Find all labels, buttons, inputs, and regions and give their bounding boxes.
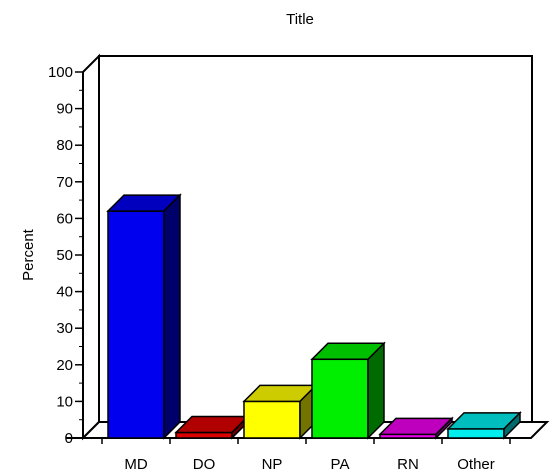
bars xyxy=(106,193,522,440)
side-wall xyxy=(82,53,100,441)
bar-front-np xyxy=(243,400,301,439)
bar-front-other xyxy=(447,428,505,439)
bar-front-md xyxy=(107,210,165,439)
x-tick-label-np: NP xyxy=(262,456,283,472)
y-tick-label-40: 40 xyxy=(56,284,73,301)
bar-side-pa xyxy=(367,341,385,440)
x-axis-tick-labels: MD DO NP PA RN Other xyxy=(101,438,511,472)
y-tick-label-20: 20 xyxy=(56,357,73,374)
y-tick-label-10: 10 xyxy=(56,393,73,410)
bar-side-rn xyxy=(435,416,453,440)
y-tick-label-100: 100 xyxy=(48,64,73,81)
bar-front-pa xyxy=(311,358,369,439)
bar-front-do xyxy=(175,431,233,439)
bar-do xyxy=(174,414,250,440)
bar-pa xyxy=(310,341,386,440)
y-tick-label-0: 0 xyxy=(65,430,73,447)
y-tick-label-50: 50 xyxy=(56,247,73,264)
bar-side-md xyxy=(163,193,181,440)
bar-side-other xyxy=(503,411,521,440)
y-axis-ticks: 0 10 20 30 40 50 60 70 80 90 100 xyxy=(48,64,83,447)
y-axis-label: Percent xyxy=(20,228,37,281)
chart-title: Title xyxy=(286,11,314,28)
bar-md xyxy=(106,193,182,440)
x-tick-label-pa: PA xyxy=(331,456,350,472)
y-tick-label-60: 60 xyxy=(56,210,73,227)
x-tick-label-do: DO xyxy=(193,456,216,472)
y-tick-label-80: 80 xyxy=(56,137,73,154)
bar-np xyxy=(242,383,318,440)
bar-other xyxy=(446,411,522,440)
bar-rn xyxy=(378,416,454,440)
x-tick-label-rn: RN xyxy=(397,456,419,472)
y-tick-label-90: 90 xyxy=(56,101,73,118)
y-tick-label-30: 30 xyxy=(56,320,73,337)
x-tick-label-other: Other xyxy=(457,456,495,472)
x-tick-label-md: MD xyxy=(124,456,147,472)
y-tick-label-70: 70 xyxy=(56,174,73,191)
